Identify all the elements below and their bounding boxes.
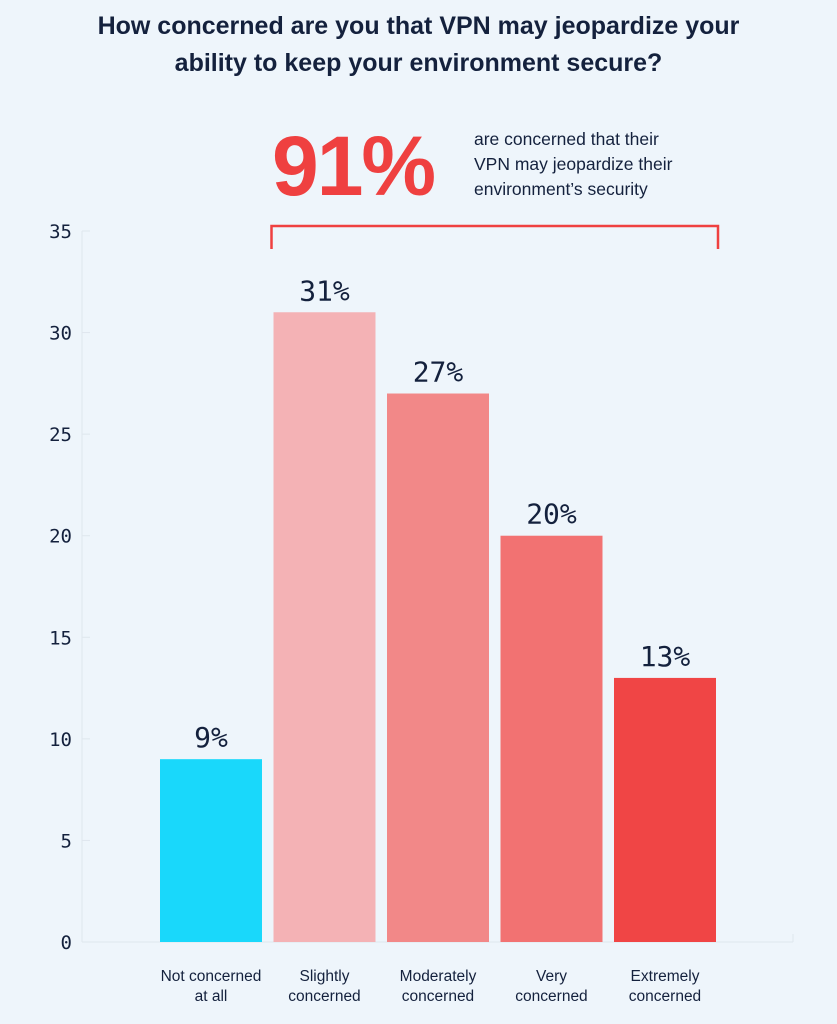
bar [160, 759, 262, 942]
x-tick-label: Very [536, 968, 567, 985]
y-tick-label: 35 [49, 221, 72, 243]
bars [160, 312, 716, 942]
y-tick-label: 10 [49, 729, 72, 751]
chart-title-line: ability to keep your environment secure? [174, 49, 663, 77]
y-axis: 0 5 10 15 20 25 30 35 [49, 221, 794, 954]
x-tick-label: concerned [402, 988, 474, 1005]
callout-bracket-line [270, 224, 720, 249]
callout-text: are concerned that their VPN may jeopard… [474, 127, 774, 202]
callout-percent: 91% [272, 119, 436, 213]
y-tick-label: 15 [49, 627, 72, 649]
bar [387, 393, 489, 942]
bar [273, 312, 376, 942]
x-tick-label: Extremely [631, 968, 700, 985]
callout-bracket [270, 224, 720, 249]
bar-data-label: 20% [526, 498, 577, 531]
x-tick-label: Not concerned [161, 968, 262, 985]
x-tick-label: at all [195, 988, 228, 1005]
callout-text-line: VPN may jeopardize their [474, 154, 673, 174]
x-tick-label: concerned [515, 988, 587, 1005]
bar [614, 677, 716, 942]
chart-title-line: How concerned are you that VPN may jeopa… [97, 12, 740, 40]
x-tick-label: Slightly [300, 968, 350, 985]
data-labels: 9% 31% 27% 20% 13% [194, 274, 690, 754]
y-tick-label: 25 [49, 424, 72, 446]
y-tick-label: 20 [49, 526, 72, 548]
callout-text-line: are concerned that their [474, 129, 659, 149]
bar-data-label: 27% [413, 356, 464, 389]
y-tick-label: 30 [49, 323, 72, 345]
x-tick-label: concerned [629, 988, 701, 1005]
x-axis-labels: Not concerned at all Slightly concerned Mode… [161, 968, 702, 1005]
bar-data-label: 13% [640, 640, 691, 673]
bar-data-label: 31% [299, 274, 350, 307]
y-tick-label: 5 [61, 830, 72, 852]
callout-text-line: environment’s security [474, 179, 648, 199]
y-tick-label: 0 [61, 932, 72, 954]
bar [500, 535, 603, 942]
chart-title: How concerned are you that VPN may jeopa… [30, 8, 807, 82]
x-tick-label: Moderately [400, 968, 477, 985]
x-tick-label: concerned [288, 988, 360, 1005]
bar-data-label: 9% [194, 721, 228, 754]
